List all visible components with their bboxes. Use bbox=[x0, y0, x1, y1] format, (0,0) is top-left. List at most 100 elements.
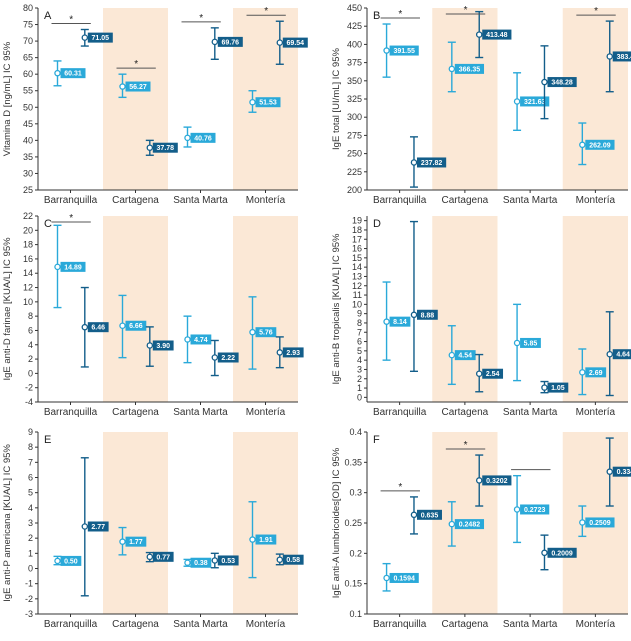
value-label-box bbox=[482, 29, 512, 40]
y-tick-label: 1 bbox=[28, 548, 33, 558]
mean-point bbox=[475, 31, 483, 38]
panel-letter: D bbox=[373, 218, 381, 230]
y-tick-label: 22 bbox=[23, 211, 33, 221]
x-tick-label: Barranquilla bbox=[44, 195, 98, 206]
value-label: 0.635 bbox=[421, 512, 439, 519]
x-tick-label: Montería bbox=[576, 619, 616, 630]
value-label-box bbox=[152, 142, 178, 153]
value-label-box bbox=[612, 466, 631, 477]
category-band bbox=[103, 432, 168, 614]
panel-a: 25 30 35 40 45 50 55 60 65 70 75 80 Barranquilla Cart… bbox=[2, 3, 308, 206]
panel-letter: A bbox=[44, 10, 52, 22]
y-tick-label: 325 bbox=[347, 94, 362, 104]
value-label: 71.05 bbox=[92, 35, 110, 42]
value-label-box bbox=[389, 45, 419, 56]
mean-point bbox=[513, 506, 521, 513]
panel-letter: F bbox=[373, 434, 380, 446]
y-tick-label: 8 bbox=[28, 442, 33, 452]
y-tick-label: 0 bbox=[28, 368, 33, 378]
value-label: 14.89 bbox=[64, 264, 82, 271]
y-tick-label: 20 bbox=[23, 225, 33, 235]
value-label-box bbox=[60, 555, 82, 566]
x-tick-label: Santa Marta bbox=[503, 195, 558, 206]
y-tick-label: 200 bbox=[347, 185, 362, 195]
value-label: 56.27 bbox=[129, 84, 147, 91]
mean-point bbox=[448, 351, 456, 359]
y-tick-label: 10 bbox=[352, 299, 362, 309]
significance-star: * bbox=[464, 440, 468, 451]
y-tick-label: 25 bbox=[23, 185, 33, 195]
mean-point bbox=[541, 549, 548, 557]
value-label-box bbox=[416, 309, 438, 320]
value-label: 5.85 bbox=[524, 340, 538, 347]
value-label-box bbox=[585, 139, 615, 150]
y-tick-label: 0 bbox=[28, 564, 33, 574]
value-label-box bbox=[454, 63, 485, 74]
value-label: 8.88 bbox=[421, 312, 435, 319]
value-label: 0.2009 bbox=[551, 550, 573, 557]
value-label-box bbox=[547, 382, 569, 393]
y-tick-label: 17 bbox=[352, 234, 362, 244]
y-tick-label: 400 bbox=[347, 39, 362, 49]
y-tick-label: 70 bbox=[23, 36, 33, 46]
value-label-box bbox=[454, 350, 476, 361]
y-tick-label: 9 bbox=[28, 427, 33, 437]
significance-star: * bbox=[69, 15, 73, 26]
value-label: 366.35 bbox=[459, 66, 481, 73]
mean-point bbox=[541, 78, 548, 86]
y-tick-label: 300 bbox=[347, 112, 362, 122]
mean-point bbox=[81, 323, 89, 331]
category-band bbox=[562, 8, 628, 190]
value-label-box bbox=[255, 534, 277, 545]
panel-letter: B bbox=[373, 10, 380, 22]
x-tick-label: Santa Marta bbox=[173, 619, 228, 630]
value-label-box bbox=[125, 81, 151, 92]
value-label-box bbox=[416, 157, 447, 168]
value-label: 6.46 bbox=[91, 325, 105, 332]
value-label: 0.2482 bbox=[459, 522, 481, 529]
x-tick-label: Montería bbox=[246, 619, 286, 630]
y-tick-label: 425 bbox=[347, 21, 362, 31]
mean-point bbox=[579, 369, 586, 376]
value-label: 6.66 bbox=[129, 323, 143, 330]
x-tick-label: Montería bbox=[246, 195, 286, 206]
value-label-box bbox=[190, 334, 212, 345]
x-tick-label: Santa Marta bbox=[503, 619, 558, 630]
value-label-box bbox=[282, 37, 308, 48]
y-axis-label: IgE total [UI/mL] IC 95% bbox=[331, 47, 342, 149]
mean-point bbox=[410, 511, 418, 519]
significance-star: * bbox=[398, 482, 402, 493]
mean-point bbox=[606, 468, 613, 475]
mean-point bbox=[448, 65, 456, 73]
y-tick-label: -1 bbox=[25, 579, 33, 589]
y-tick-label: 2 bbox=[28, 354, 33, 364]
x-tick-label: Cartagena bbox=[442, 195, 489, 206]
mean-point bbox=[606, 350, 613, 358]
value-label: 0.2723 bbox=[524, 507, 546, 514]
y-tick-label: 30 bbox=[23, 168, 33, 178]
value-label: 69.76 bbox=[222, 39, 240, 46]
x-tick-label: Santa Marta bbox=[173, 195, 228, 206]
value-label-box bbox=[482, 368, 504, 379]
value-label: 3.90 bbox=[156, 343, 170, 350]
value-label: 2.54 bbox=[486, 371, 500, 378]
x-tick-label: Barranquilla bbox=[44, 407, 98, 418]
mean-point bbox=[276, 349, 284, 356]
value-label-box bbox=[454, 519, 485, 530]
mean-point bbox=[54, 557, 61, 565]
y-tick-label: 6 bbox=[28, 325, 33, 335]
value-label: 2.77 bbox=[91, 524, 105, 531]
mean-point bbox=[211, 557, 219, 564]
value-label-box bbox=[217, 36, 243, 47]
panel-b: 200 225 250 275 300 325 350 375 400 425 450 Barranq… bbox=[331, 3, 631, 206]
mean-point bbox=[119, 322, 126, 329]
y-tick-label: 225 bbox=[347, 167, 362, 177]
mean-point bbox=[475, 477, 483, 484]
y-tick-label: 8 bbox=[357, 318, 362, 328]
mean-point bbox=[513, 339, 521, 347]
value-label-box bbox=[389, 572, 419, 583]
panel-letter: E bbox=[44, 434, 51, 446]
y-tick-label: 250 bbox=[347, 149, 362, 159]
y-tick-label: 0.15 bbox=[344, 579, 362, 589]
y-tick-label: 6 bbox=[357, 337, 362, 347]
